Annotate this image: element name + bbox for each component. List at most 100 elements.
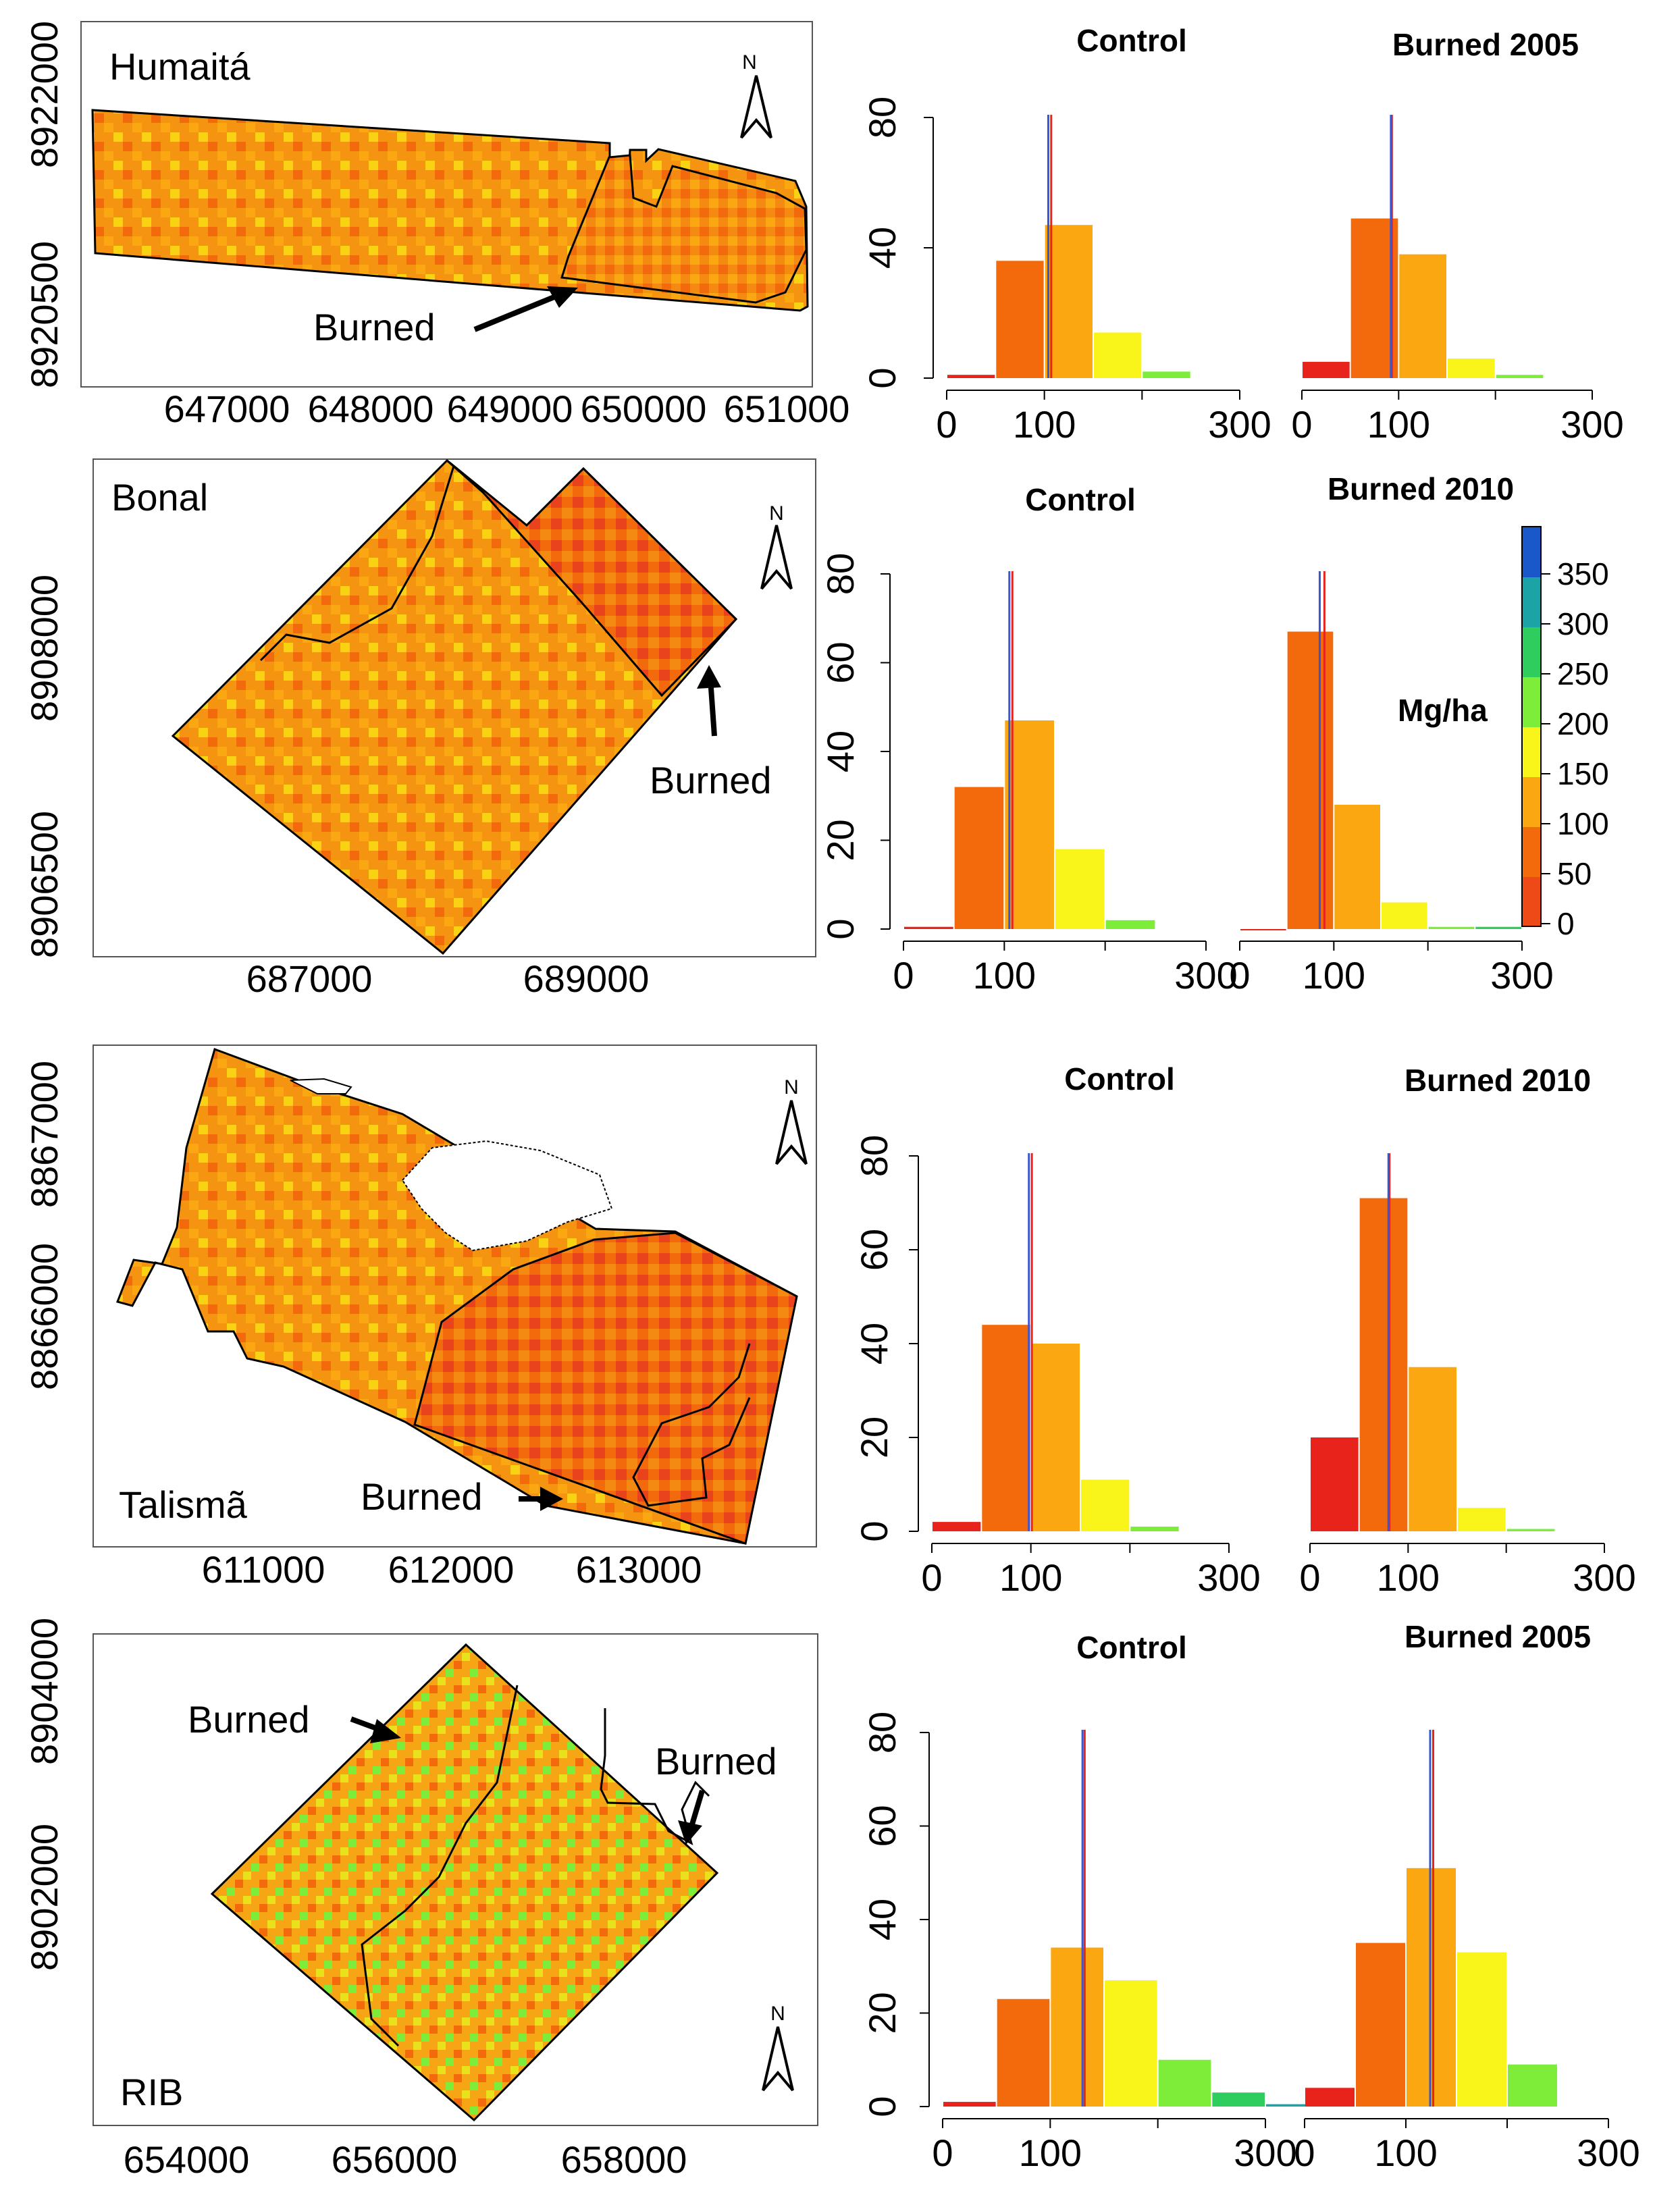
legend-swatch: [1522, 677, 1541, 727]
legend-tick-label: 150: [1557, 756, 1609, 791]
y-tick: 8866000: [23, 1243, 65, 1390]
y-tick: 8908000: [23, 575, 65, 722]
histogram-bar: [1105, 1980, 1157, 2107]
chart-title: Burned 2005: [1392, 27, 1579, 62]
y-tick-label: 80: [819, 553, 862, 595]
chart-title: Control: [1076, 23, 1187, 58]
x-tick-label: 100: [1303, 954, 1365, 997]
histogram-bar: [1508, 2064, 1557, 2107]
chart-title: Control: [1076, 1630, 1187, 1665]
histogram-bar: [1428, 926, 1475, 929]
x-tick: 611000: [202, 1548, 325, 1591]
x-tick-label: 0: [936, 403, 957, 446]
legend-tick-label: 300: [1557, 606, 1609, 641]
y-tick-label: 20: [861, 1992, 903, 2034]
map-frame: [93, 1044, 817, 1548]
x-tick-label: 0: [1229, 954, 1250, 997]
legend-swatch: [1522, 726, 1541, 777]
histogram-bar: [1475, 926, 1521, 929]
histogram-bar: [1094, 332, 1142, 378]
north-arrow-icon: [740, 75, 772, 139]
x-tick: 654000: [124, 2138, 250, 2181]
y-tick-label: 0: [819, 918, 862, 939]
histogram-bar: [1399, 254, 1446, 378]
x-tick: 687000: [246, 957, 373, 1000]
legend-swatch: [1522, 627, 1541, 677]
y-tick-label: 40: [861, 227, 903, 269]
histogram-bar: [1457, 1952, 1506, 2107]
histogram-bar: [1031, 1344, 1080, 1531]
map-frame: [93, 458, 816, 957]
histogram-bar: [1143, 371, 1190, 378]
legend-unit: Mg/ha: [1398, 693, 1488, 728]
map-talisma: Talismã N Burned 611000 612000 613000 88…: [23, 1044, 817, 1591]
y-tick: 8867000: [23, 1061, 65, 1208]
map-bonal: Bonal N Burned 687000 689000 8908000 890…: [23, 458, 816, 1000]
histogram-bar: [1158, 2059, 1211, 2107]
x-tick-label: 300: [1490, 954, 1553, 997]
x-tick: 658000: [561, 2138, 687, 2181]
x-tick: 689000: [523, 957, 650, 1000]
legend-tick-label: 200: [1557, 706, 1609, 741]
legend-swatch: [1522, 826, 1541, 877]
x-tick-label: 300: [1174, 954, 1237, 997]
x-tick-label: 0: [1294, 2132, 1315, 2174]
legend-swatch: [1522, 876, 1541, 927]
x-tick: 651000: [724, 388, 850, 430]
histogram-bar: [947, 375, 995, 378]
x-tick-label: 0: [932, 2132, 953, 2174]
burned-boundary: [632, 1343, 751, 1507]
burned-region: [446, 459, 738, 697]
histogram-bar: [1081, 1479, 1130, 1531]
legend-tick-label: 350: [1557, 556, 1609, 591]
x-tick-label: 300: [1197, 1556, 1260, 1599]
white-gap: [290, 1078, 352, 1094]
histogram-burned: Burned 2010 0 100 300: [1299, 1063, 1635, 1599]
y-tick-label: 20: [853, 1417, 895, 1458]
x-tick-label: 300: [1560, 403, 1623, 446]
histogram-bar: [1130, 1527, 1179, 1531]
histogram-bar: [1105, 920, 1155, 929]
histogram-bar: [904, 926, 953, 929]
site-name: RIB: [120, 2071, 183, 2113]
white-gap: [401, 1140, 613, 1252]
x-tick-label: 100: [1013, 403, 1076, 446]
histogram-bar: [997, 1999, 1050, 2107]
legend-tick-label: 50: [1557, 856, 1592, 891]
y-tick-label: 80: [861, 1712, 903, 1753]
histogram-burned: Burned 2005 0 100 300: [1294, 1619, 1639, 2174]
map-frame: [93, 1633, 818, 2126]
histogram-bar: [1051, 1947, 1103, 2107]
site-name: Humaitá: [109, 45, 251, 88]
y-tick: 8902000: [23, 1824, 65, 1971]
x-tick-label: 300: [1208, 403, 1271, 446]
map-rib: RIB N Burned Burned 654000 656000 658000…: [23, 1618, 818, 2181]
x-tick: 649000: [447, 388, 573, 430]
histogram-bar: [1409, 1367, 1456, 1531]
chart-title: Burned 2010: [1405, 1063, 1591, 1098]
north-label: N: [742, 51, 757, 74]
y-tick: 8922000: [23, 21, 65, 168]
x-tick: 613000: [576, 1548, 702, 1591]
histogram-bar: [1305, 2088, 1355, 2107]
burned-annotation: Burned: [361, 1475, 483, 1518]
y-tick-label: 60: [861, 1805, 903, 1847]
y-tick-label: 0: [853, 1520, 895, 1541]
chart-title: Burned 2005: [1405, 1619, 1591, 1654]
y-tick: 8906500: [23, 811, 65, 958]
histogram-bar: [1458, 1508, 1506, 1531]
north-arrow: N: [775, 1076, 808, 1165]
histogram-bar: [982, 1325, 1030, 1531]
histogram-bar: [1496, 375, 1544, 378]
x-tick: 656000: [332, 2138, 458, 2181]
histogram-bar: [954, 787, 1004, 929]
x-tick-label: 0: [893, 954, 914, 997]
y-tick: 8920500: [23, 241, 65, 388]
burned-annotation: Burned: [650, 759, 772, 801]
y-tick-label: 0: [861, 367, 903, 388]
x-tick-label: 100: [973, 954, 1036, 997]
